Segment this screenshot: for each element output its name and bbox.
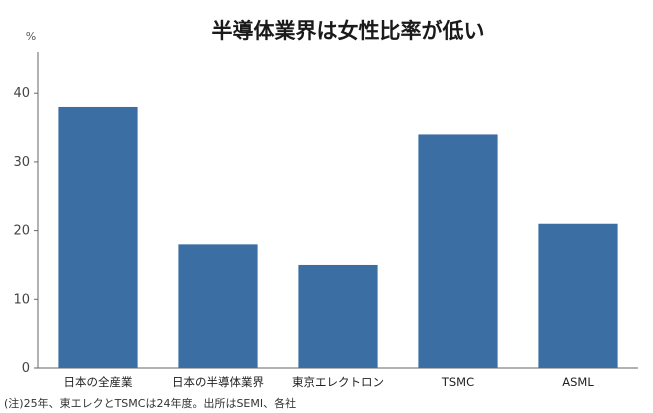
bars-group	[58, 106, 618, 369]
y-axis-unit: %	[26, 30, 36, 43]
x-category-label: 東京エレクトロン	[292, 375, 384, 389]
x-category-label: ASML	[562, 375, 594, 389]
bar	[418, 134, 498, 368]
x-category-label: 日本の半導体業界	[172, 375, 264, 389]
x-category-label: 日本の全産業	[64, 375, 133, 389]
x-category-label: TSMC	[441, 375, 474, 389]
chart-title: 半導体業界は女性比率が低い	[212, 19, 485, 43]
y-tick-label: 40	[13, 86, 30, 101]
bar	[298, 264, 378, 368]
y-axis-ticks: 0 10 20 30 40	[13, 86, 38, 376]
category-labels: 日本の全産業 日本の半導体業界 東京エレクトロン TSMC ASML	[64, 375, 595, 389]
y-tick-label: 0	[22, 361, 30, 376]
bar	[178, 244, 258, 368]
bar	[538, 223, 618, 368]
bar	[58, 106, 138, 369]
y-tick-label: 30	[13, 155, 30, 170]
y-tick-label: 20	[13, 224, 30, 239]
source-note: (注)25年、東エレクとTSMCは24年度。出所はSEMI、各社	[4, 396, 296, 410]
y-tick-label: 10	[13, 292, 30, 307]
